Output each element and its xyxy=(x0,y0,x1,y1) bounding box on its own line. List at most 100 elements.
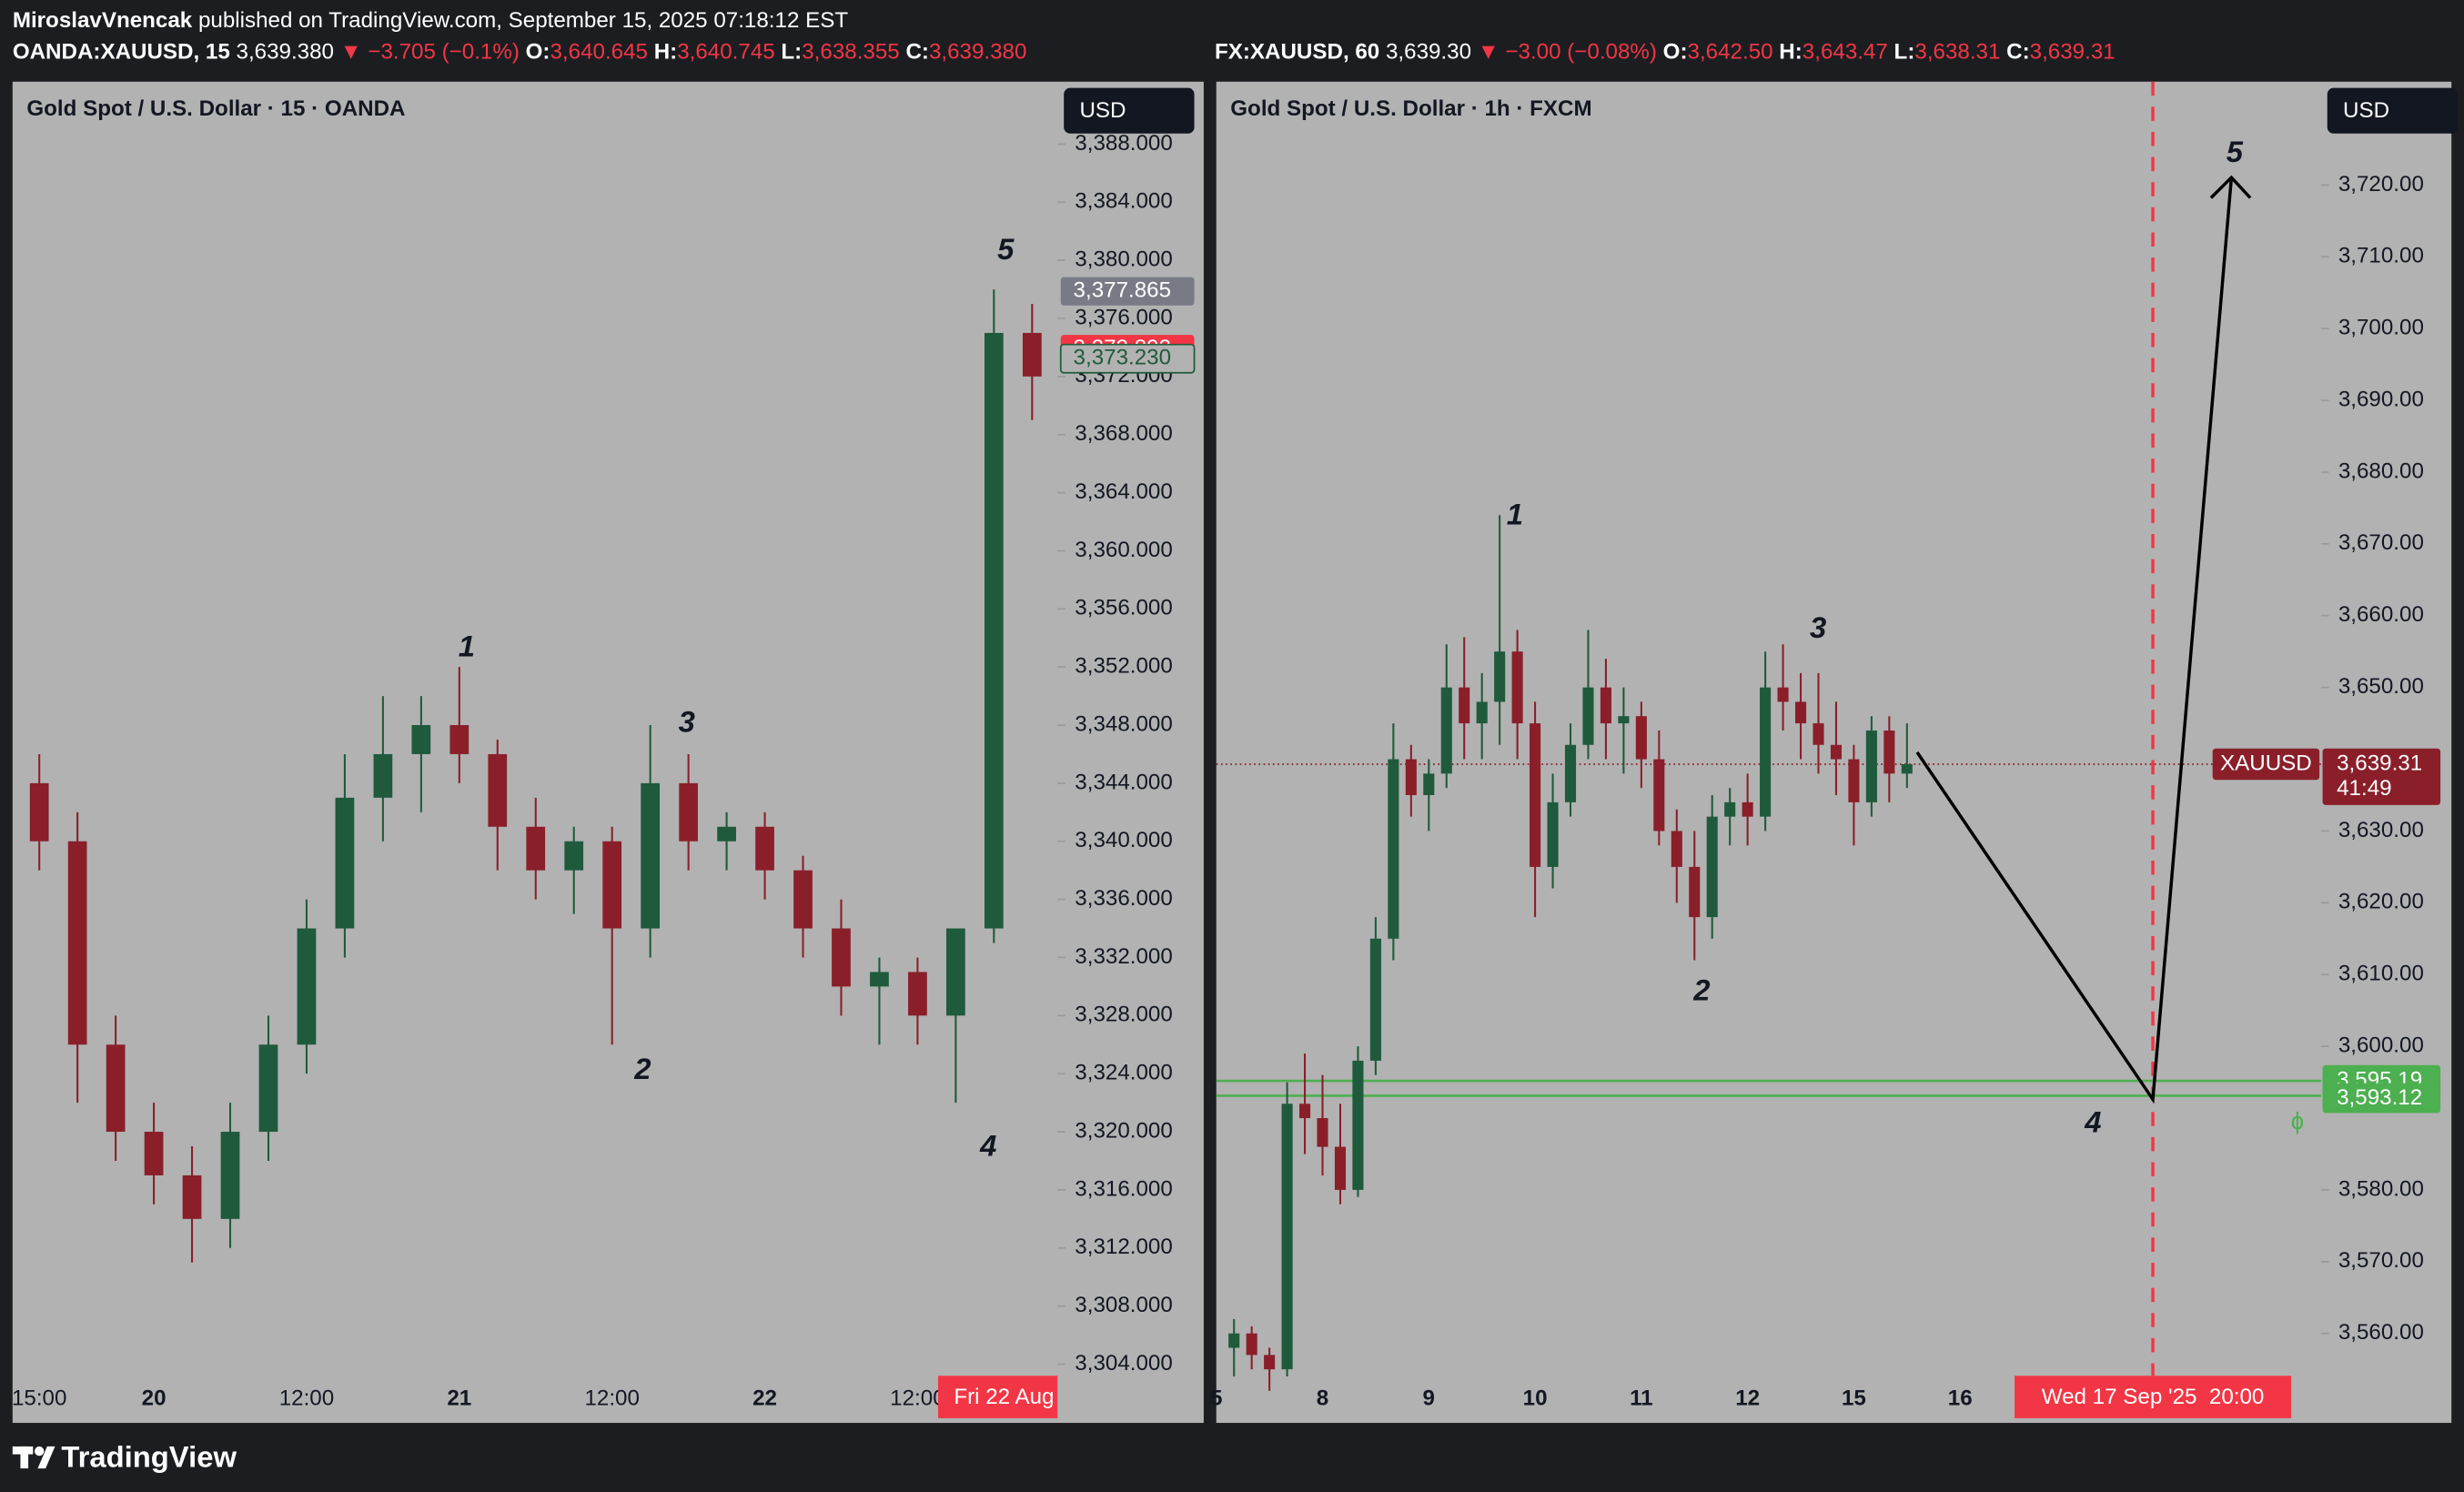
price-tag-label: 3,377.865 xyxy=(1074,278,1171,303)
last-price: 3,639.30 xyxy=(1386,40,1471,65)
y-tick-label: 3,384.000 xyxy=(1075,189,1172,214)
x-tick-label: 15 xyxy=(1842,1386,1866,1411)
level-tag-label: 3,593.12 xyxy=(2337,1085,2422,1110)
candle-body xyxy=(106,1044,126,1133)
y-tick-label: 3,304.000 xyxy=(1075,1351,1172,1376)
candle-body xyxy=(1706,816,1718,918)
publish-line: MiroslavVnencak published on TradingView… xyxy=(13,9,849,34)
countdown: 41:49 xyxy=(2337,776,2391,801)
candle-body xyxy=(373,753,393,798)
candle-body xyxy=(1476,701,1488,724)
ohlc-value: 3,640.645 xyxy=(550,40,647,65)
y-tick-label: 3,670.00 xyxy=(2338,530,2424,555)
candle-body xyxy=(220,1132,240,1219)
candle-body xyxy=(1281,1104,1293,1370)
ohlc-key: O: xyxy=(526,40,550,65)
ohlc-value: 3,639.31 xyxy=(2030,40,2116,65)
x-tick-label: 10 xyxy=(1523,1386,1548,1411)
y-tick-label: 3,610.00 xyxy=(2338,962,2424,986)
x-tick-label: 12:00 xyxy=(890,1386,944,1411)
candle-body xyxy=(908,972,927,1016)
y-tick-label: 3,320.000 xyxy=(1075,1118,1172,1143)
y-tick-label: 3,710.00 xyxy=(2338,244,2424,268)
y-tick-label: 3,324.000 xyxy=(1075,1061,1172,1085)
y-tick-label: 3,660.00 xyxy=(2338,602,2424,627)
left-panel xyxy=(12,81,1204,1424)
candle-body xyxy=(1228,1333,1240,1348)
last-price-label: 3,639.31 xyxy=(2337,751,2422,775)
y-tick-label: 3,336.000 xyxy=(1075,886,1172,911)
candle-body xyxy=(1564,744,1577,802)
y-tick-label: 3,332.000 xyxy=(1075,944,1172,969)
wave-label: 4 xyxy=(979,1129,996,1163)
currency-button[interactable] xyxy=(2327,87,2459,134)
y-tick-label: 3,360.000 xyxy=(1075,538,1172,562)
ohlc-value: 3,640.745 xyxy=(677,40,774,65)
ohlc-key: H: xyxy=(654,40,678,65)
symbol-legend: OANDA:XAUUSD, 15 3,639.380 ▼ −3.705 (−0.… xyxy=(13,40,1027,65)
candle-body xyxy=(1618,716,1630,724)
x-tick-label: 9 xyxy=(1423,1386,1435,1411)
candle-body xyxy=(1742,801,1753,817)
y-tick-label: 3,700.00 xyxy=(2338,316,2424,340)
symbol-legend: FX:XAUUSD, 60 3,639.30 ▼ −3.00 (−0.08%) … xyxy=(1215,40,2116,65)
chart-title: Gold Spot / U.S. Dollar · 15 · OANDA xyxy=(26,96,405,121)
last-price-tag xyxy=(2322,748,2441,805)
x-tick-label: 16 xyxy=(1948,1386,1973,1411)
candle-body xyxy=(1317,1118,1328,1147)
candle-body xyxy=(67,841,87,1045)
alert-icon[interactable]: ɸ xyxy=(2291,1109,2304,1134)
candle-body xyxy=(1547,801,1559,867)
candle-body xyxy=(1635,716,1647,760)
y-tick-label: 3,316.000 xyxy=(1075,1176,1172,1201)
wave-label: 1 xyxy=(459,630,475,663)
wave-label: 5 xyxy=(2227,135,2244,168)
candle-body xyxy=(411,725,431,754)
ohlc-key: C: xyxy=(905,40,929,65)
y-tick-label: 3,580.00 xyxy=(2338,1176,2424,1201)
candle-body xyxy=(793,870,813,929)
y-tick-label: 3,380.000 xyxy=(1075,247,1172,272)
candle-body xyxy=(832,928,851,987)
y-tick-label: 3,650.00 xyxy=(2338,674,2424,699)
x-tick-label: 5 xyxy=(1210,1386,1222,1411)
ohlc-value: 3,639.380 xyxy=(929,40,1026,65)
candle-body xyxy=(984,332,1004,929)
candle-body xyxy=(297,928,317,1045)
candle-body xyxy=(1511,651,1523,724)
candle-body xyxy=(526,826,546,871)
candle-body xyxy=(1901,763,1913,774)
projection-path xyxy=(1915,176,2234,1104)
ohlc-key: O: xyxy=(1663,40,1688,65)
candle-body xyxy=(1777,687,1789,702)
y-tick-label: 3,344.000 xyxy=(1075,770,1172,794)
y-tick-label: 3,368.000 xyxy=(1075,421,1172,446)
y-tick-label: 3,560.00 xyxy=(2338,1320,2424,1345)
candle-body xyxy=(1582,687,1594,745)
x-tick-label: 12:00 xyxy=(584,1386,639,1411)
candle-body xyxy=(1388,759,1399,939)
candle-body xyxy=(1334,1146,1347,1190)
x-tick-label: 15:00 xyxy=(12,1386,66,1411)
wave-label: 2 xyxy=(633,1052,651,1085)
candle-body xyxy=(1352,1060,1364,1190)
level-tag xyxy=(2322,1083,2441,1114)
candle-body xyxy=(641,782,661,929)
candle-body xyxy=(1813,723,1824,745)
candle-body xyxy=(182,1174,202,1219)
ohlc-value: 3,642.50 xyxy=(1688,40,1773,65)
candle-body xyxy=(1440,687,1452,774)
currency-button[interactable] xyxy=(1064,87,1195,134)
last-price: 3,639.380 xyxy=(237,40,334,65)
x-tick-label: 11 xyxy=(1630,1386,1653,1411)
candle-body xyxy=(946,928,965,1016)
y-tick-label: 3,690.00 xyxy=(2338,387,2424,411)
currency-label[interactable]: USD xyxy=(1079,98,1126,123)
x-tick-label: 21 xyxy=(447,1386,471,1411)
candle-body xyxy=(564,841,584,871)
wave-label: 4 xyxy=(2084,1105,2101,1139)
candle-body xyxy=(1299,1104,1311,1119)
currency-label[interactable]: USD xyxy=(2343,98,2389,123)
